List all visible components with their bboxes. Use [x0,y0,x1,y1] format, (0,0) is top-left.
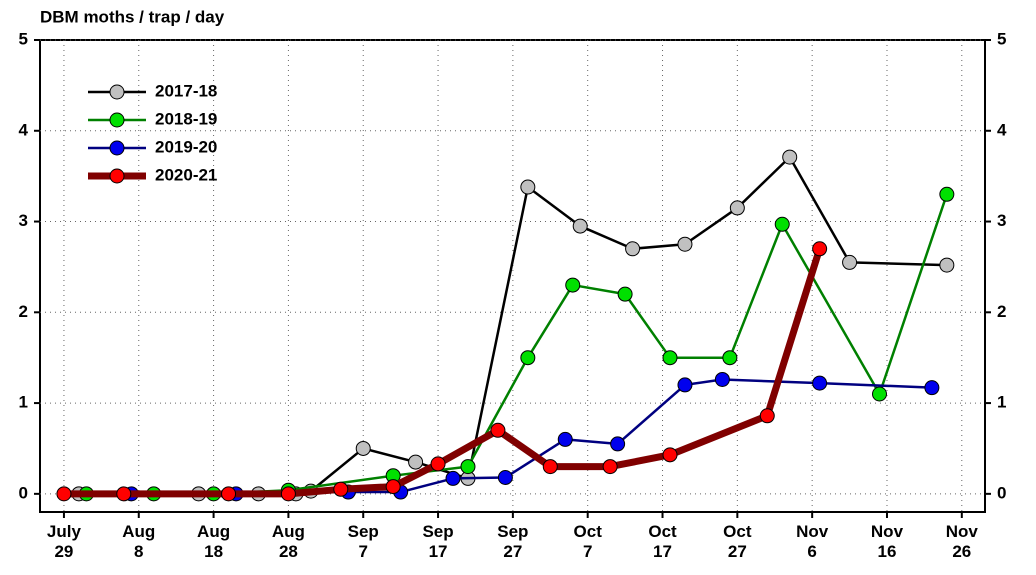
data-point [610,436,626,452]
data-point [56,486,72,502]
x-tick-label: Sep 7 [347,522,379,561]
data-point [565,277,581,293]
y-tick-label: 2 [19,302,28,321]
x-tick-label: Oct 27 [723,522,752,561]
data-point [116,486,132,502]
x-tick-label: Nov 6 [796,522,829,561]
y2-tick-label: 0 [997,483,1006,502]
data-point [714,371,730,387]
data-point [280,486,296,502]
series-line [63,247,823,498]
legend-marker [109,140,125,156]
data-point [408,454,424,470]
x-tick-label: Aug 18 [197,522,231,561]
data-point [221,486,237,502]
data-point [939,186,955,202]
data-point [617,286,633,302]
data-point [557,431,573,447]
data-point [355,440,371,456]
data-point [662,350,678,366]
x-tick-label: Nov 26 [945,522,978,561]
x-tick-label: Sep 17 [422,522,454,561]
data-point [782,149,798,165]
x-tick-label: July 29 [46,522,81,561]
x-tick-label: Oct 7 [573,522,602,561]
data-point [542,459,558,475]
data-point [572,218,588,234]
legend-label: 2019-20 [155,137,217,156]
y-tick-label: 4 [19,120,29,139]
y2-tick-label: 3 [997,211,1006,230]
series [56,241,828,502]
y2-tick-label: 4 [997,120,1007,139]
data-point [812,375,828,391]
data-point [460,459,476,475]
data-point [924,380,940,396]
data-point [602,459,618,475]
data-point [729,200,745,216]
legend-label: 2020-21 [155,165,217,184]
y-tick-label: 1 [19,393,28,412]
x-tick-label: Sep 27 [497,522,529,561]
data-point [759,408,775,424]
data-point [333,481,349,497]
y2-tick-label: 5 [997,29,1006,48]
legend-marker [109,112,125,128]
data-point [520,179,536,195]
legend-marker [109,84,125,100]
chart-title: DBM moths / trap / day [40,7,225,26]
data-point [430,456,446,472]
data-point [520,350,536,366]
data-point [677,377,693,393]
data-point [842,254,858,270]
x-tick-label: Aug 28 [271,522,305,561]
data-point [490,422,506,438]
y-tick-label: 3 [19,211,28,230]
data-point [939,257,955,273]
y-tick-label: 0 [19,483,28,502]
x-tick-label: Oct 17 [648,522,677,561]
x-tick-label: Aug 8 [122,522,156,561]
legend-label: 2018-19 [155,109,217,128]
y2-tick-label: 2 [997,302,1006,321]
data-point [872,386,888,402]
data-point [385,479,401,495]
data-point [812,241,828,257]
x-tick-label: Nov 16 [870,522,904,561]
series [123,371,940,502]
legend-marker [109,168,125,184]
y2-tick-label: 1 [997,393,1006,412]
data-point [774,216,790,232]
series [78,186,955,502]
data-point [662,447,678,463]
series-line [131,378,932,496]
data-point [677,236,693,252]
data-point [497,470,513,486]
legend-label: 2017-18 [155,81,217,100]
data-point [445,470,461,486]
data-point [625,241,641,257]
y-tick-label: 5 [19,29,28,48]
data-point [722,350,738,366]
